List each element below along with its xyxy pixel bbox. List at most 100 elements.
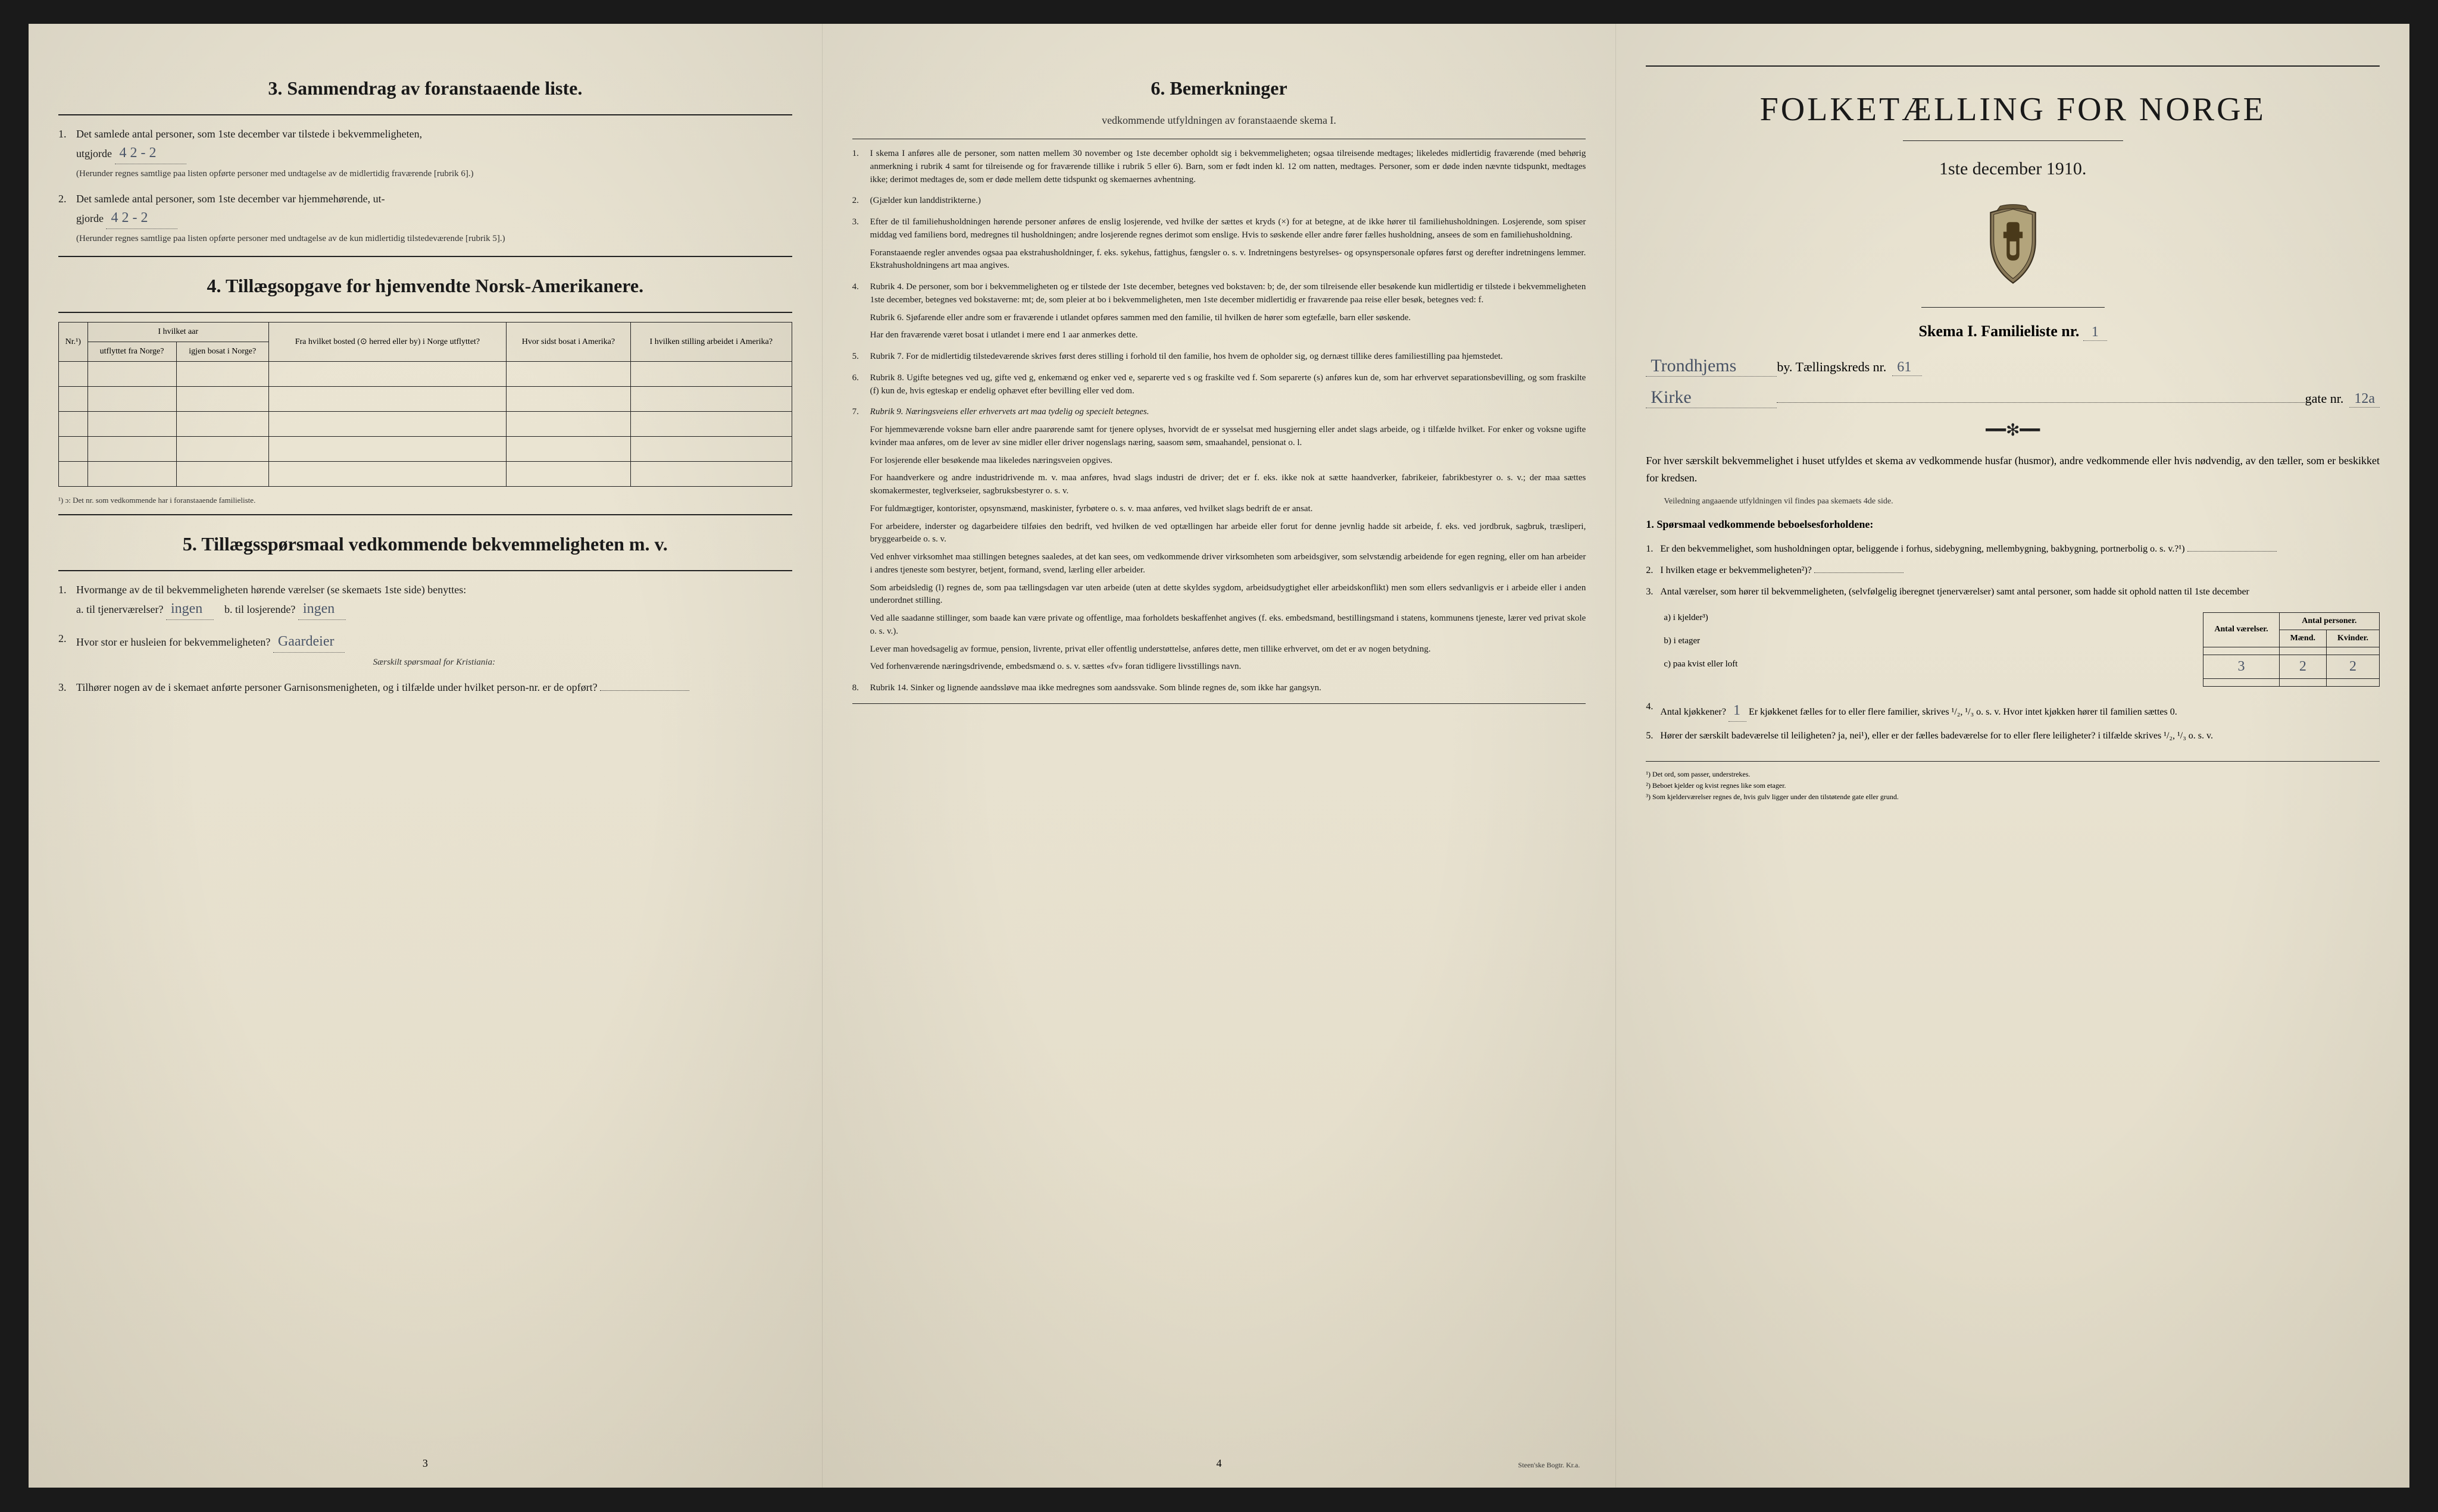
remark-6: 6.Rubrik 8. Ugifte betegnes ved ug, gift… <box>852 372 1586 398</box>
row-label-b: b) i etager <box>1664 630 2191 653</box>
remark-4: 4. Rubrik 4. De personer, som bor i bekv… <box>852 281 1586 342</box>
item-subnote: Særskilt spørsmaal for Kristiania: <box>76 656 792 669</box>
handwritten-city: Trondhjems <box>1646 356 1777 377</box>
row-label-c: c) paa kvist eller loft <box>1664 653 2191 676</box>
divider <box>852 703 1586 704</box>
remark-3: 3. Efter de til familiehusholdningen hør… <box>852 216 1586 273</box>
intro-content: For hver særskilt bekvemmelighet i huset… <box>1646 455 2380 484</box>
section-5-item-1: 1. Hvormange av de til bekvemmeligheten … <box>58 582 792 620</box>
handwritten-value: ingen <box>298 598 346 620</box>
section-5-item-3: 3. Tilhører nogen av de i skemaet anført… <box>58 680 792 696</box>
th-bosat: igjen bosat i Norge? <box>176 342 268 362</box>
item-number: 2. <box>58 631 67 647</box>
q-text: Antal kjøkkener? <box>1660 707 1726 717</box>
row-label-a: a) i kjelder³) <box>1664 606 2191 630</box>
footnote-3: ³) Som kjelderværelser regnes de, hvis g… <box>1646 793 2380 802</box>
remark-para: Har den fraværende været bosat i utlande… <box>870 329 1586 342</box>
item-text: Hvormange av de til bekvemmeligheten hør… <box>76 584 466 596</box>
blank-line <box>2187 551 2277 552</box>
handwritten-street: Kirke <box>1646 387 1777 408</box>
q-text: Er den bekvemmelighet, som husholdningen… <box>1660 544 2184 554</box>
th-women: Kvinder. <box>2327 630 2380 647</box>
th-stilling: I hvilken stilling arbeidet i Amerika? <box>630 323 792 362</box>
remark-para: Ved forhenværende næringsdrivende, embed… <box>870 660 1586 674</box>
intro-text: For hver særskilt bekvemmelighet i huset… <box>1646 452 2380 487</box>
sub-label: a. til tjenerværelser? <box>76 603 163 615</box>
section-4-table: Nr.¹) I hvilket aar Fra hvilket bosted (… <box>58 322 792 487</box>
divider <box>58 114 792 115</box>
item-prefix: gjorde <box>76 212 104 224</box>
gate-label: gate nr. <box>2305 391 2344 406</box>
q-text: Hører der særskilt badeværelse til leili… <box>1660 731 2213 741</box>
handwritten-gate: 12a <box>2349 391 2380 408</box>
item-number: 1. <box>58 126 67 142</box>
section-3-item-1: 1. Det samlede antal personer, som 1ste … <box>58 126 792 180</box>
remark-para: For fuldmægtiger, kontorister, opsynsmæn… <box>870 503 1586 516</box>
question-4: 4. Antal kjøkkener? 1 Er kjøkkenet fælle… <box>1646 700 2380 722</box>
divider <box>58 312 792 313</box>
handwritten-kreds: 61 <box>1892 359 1922 376</box>
handwritten-value: 4 2 - 2 <box>115 142 186 164</box>
divider <box>1646 65 2380 67</box>
remark-8: 8.Rubrik 14. Sinker og lignende aandsslø… <box>852 682 1586 695</box>
section-3-item-2: 2. Det samlede antal personer, som 1ste … <box>58 191 792 245</box>
remark-para: Ved alle saadanne stillinger, som baade … <box>870 612 1586 638</box>
remark-1: 1.I skema I anføres alle de personer, so… <box>852 148 1586 186</box>
th-bosted: Fra hvilket bosted (⊙ herred eller by) i… <box>268 323 506 362</box>
remark-text: Rubrik 4. De personer, som bor i bekvemm… <box>870 282 1586 305</box>
item-text: Det samlede antal personer, som 1ste dec… <box>76 193 385 205</box>
room-table: Antal værelser. Antal personer. Mænd. Kv… <box>2203 612 2380 687</box>
item-number: 2. <box>58 191 67 207</box>
question-1: 1.Er den bekvemmelighet, som husholdning… <box>1646 542 2380 556</box>
page-number: 3 <box>423 1457 428 1470</box>
q-text: I hvilken etage er bekvemmeligheten²)? <box>1660 565 1811 575</box>
question-2: 2.I hvilken etage er bekvemmeligheten²)? <box>1646 564 2380 578</box>
item-note: (Herunder regnes samtlige paa listen opf… <box>76 233 792 245</box>
page-title: FOLKETÆLLING FOR NORGE 1ste december 191… <box>1616 24 2409 1488</box>
remark-5: 5.Rubrik 7. For de midlertidig tilstedev… <box>852 350 1586 364</box>
date-line: 1ste december 1910. <box>1646 159 2380 179</box>
table-row <box>59 437 792 462</box>
coat-of-arms-icon <box>1646 203 2380 289</box>
item-prefix: utgjorde <box>76 148 112 159</box>
divider <box>58 570 792 571</box>
q-text: Antal værelser, som hører til bekvemmeli… <box>1660 587 2249 597</box>
divider <box>1903 140 2123 141</box>
handwritten-value: 3 <box>2233 659 2250 675</box>
divider <box>58 256 792 257</box>
handwritten-value: Gaardeier <box>273 631 345 653</box>
th-amerika: Hvor sidst bosat i Amerika? <box>506 323 630 362</box>
remark-text: (Gjælder kun landdistrikterne.) <box>870 196 981 205</box>
remark-para: Ved enhver virksomhet maa stillingen bet… <box>870 551 1586 577</box>
th-men: Mænd. <box>2279 630 2326 647</box>
th-utflyttet: utflyttet fra Norge? <box>87 342 176 362</box>
section-5-list: 1. Hvormange av de til bekvemmeligheten … <box>58 582 792 696</box>
remark-text: Rubrik 8. Ugifte betegnes ved ug, gifte … <box>870 373 1586 396</box>
section-3-list: 1. Det samlede antal personer, som 1ste … <box>58 126 792 245</box>
q-rest: Er kjøkkenet fælles for to eller flere f… <box>1749 707 2177 717</box>
census-document: 3. Sammendrag av foranstaaende liste. 1.… <box>29 24 2409 1488</box>
table-row <box>59 387 792 412</box>
footnotes: ¹) Det ord, som passer, understrekes. ²)… <box>1646 761 2380 802</box>
handwritten-value: 1 <box>1729 700 1746 722</box>
th-rooms: Antal værelser. <box>2203 612 2279 647</box>
remark-para: Rubrik 6. Sjøfarende eller andre som er … <box>870 312 1586 325</box>
handwritten-value: 1 <box>2083 324 2107 341</box>
section-5-item-2: 2. Hvor stor er husleien for bekvemmelig… <box>58 631 792 669</box>
skema-line: Skema I. Familieliste nr. 1 <box>1646 323 2380 341</box>
street-line: Kirke gate nr. 12a <box>1646 387 2380 408</box>
section-6-title: 6. Bemerkninger <box>852 77 1586 99</box>
footnote-1: ¹) Det ord, som passer, understrekes. <box>1646 770 2380 779</box>
section-3-title: 3. Sammendrag av foranstaaende liste. <box>58 77 792 99</box>
remark-para: Som arbeidsledig (l) regnes de, som paa … <box>870 582 1586 608</box>
question-heading: 1. Spørsmaal vedkommende beboelsesforhol… <box>1646 516 2380 533</box>
handwritten-value: 2 <box>2295 659 2311 675</box>
section-4-title: 4. Tillægsopgave for hjemvendte Norsk-Am… <box>58 275 792 297</box>
section-4-footnote: ¹) ɔ: Det nr. som vedkommende har i fora… <box>58 496 792 505</box>
table-row <box>59 412 792 437</box>
page-4: 6. Bemerkninger vedkommende utfyldningen… <box>823 24 1617 1488</box>
remark-text: Rubrik 9. Næringsveiens eller erhvervets… <box>870 407 1149 417</box>
th-persons: Antal personer. <box>2279 612 2379 630</box>
remark-text: I skema I anføres alle de personer, som … <box>870 149 1586 184</box>
remark-text: Efter de til familiehusholdningen hørend… <box>870 217 1586 240</box>
